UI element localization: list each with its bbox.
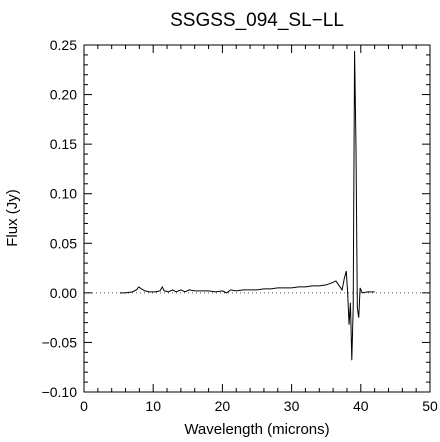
- y-tick-label: 0.10: [50, 186, 77, 202]
- y-axis-label: Flux (Jy): [4, 189, 21, 247]
- flux-series-line: [119, 50, 375, 361]
- y-tick-label: −0.10: [42, 384, 78, 400]
- y-tick-labels: −0.10 −0.05 0.00 0.05 0.10 0.15 0.20 0.25: [42, 37, 78, 400]
- y-tick-label: 0.05: [50, 235, 77, 251]
- y-tick-label: 0.25: [50, 37, 77, 53]
- plot-frame: [83, 44, 431, 393]
- x-tick-label: 20: [215, 398, 231, 414]
- x-tick-label: 50: [422, 398, 438, 414]
- x-axis-label: Wavelength (microns): [184, 421, 329, 438]
- x-tick-label: 40: [353, 398, 369, 414]
- chart-title: SSGSS_094_SL−LL: [170, 10, 344, 31]
- x-tick-label: 0: [80, 398, 88, 414]
- x-tick-label: 10: [145, 398, 161, 414]
- axis-ticks: [83, 44, 431, 393]
- y-tick-label: 0.15: [50, 136, 77, 152]
- y-tick-label: 0.20: [50, 87, 77, 103]
- y-tick-label: 0.00: [50, 285, 77, 301]
- y-tick-label: −0.05: [42, 334, 78, 350]
- x-tick-label: 30: [284, 398, 300, 414]
- x-tick-labels: 0 10 20 30 40 50: [80, 398, 438, 414]
